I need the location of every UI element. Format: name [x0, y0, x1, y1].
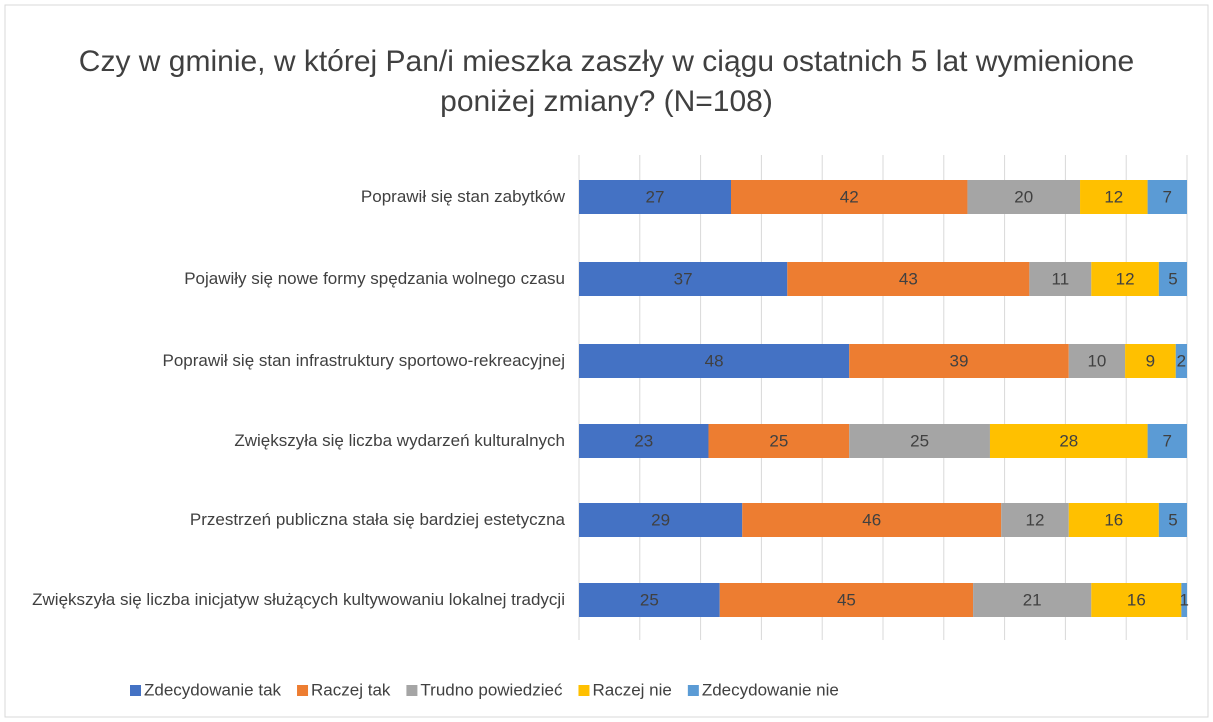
- category-label: Zwiększyła się liczba inicjatyw służącyc…: [0, 570, 565, 630]
- data-label: 39: [950, 351, 969, 370]
- data-label: 45: [837, 590, 856, 609]
- bar-segment: [1158, 262, 1187, 296]
- legend-swatch: [130, 685, 141, 696]
- data-label: 7: [1163, 431, 1172, 450]
- legend-label: Trudno powiedzieć: [420, 680, 563, 699]
- bar-segment: [1091, 262, 1159, 296]
- data-label: 48: [705, 351, 724, 370]
- data-label: 1: [1179, 590, 1188, 609]
- bar-segment: [1125, 344, 1176, 378]
- bar-segment: [1068, 344, 1126, 378]
- bar-segment: [1091, 583, 1182, 617]
- data-label: 12: [1104, 187, 1123, 206]
- data-label: 10: [1087, 351, 1106, 370]
- data-label: 29: [651, 510, 670, 529]
- bar-segment: [579, 583, 720, 617]
- bar-segment: [742, 503, 1002, 537]
- chart-title: Czy w gminie, w której Pan/i mieszka zas…: [78, 45, 1135, 118]
- bar-segment: [579, 180, 731, 214]
- category-text: Pojawiły się nowe formy spędzania wolneg…: [184, 269, 565, 288]
- bar-segment: [1147, 424, 1187, 458]
- category-text: Zwiększyła się liczba wydarzeń kulturaln…: [234, 431, 565, 450]
- bar-segment: [1068, 503, 1159, 537]
- data-label: 25: [910, 431, 929, 450]
- bar-segment: [579, 344, 850, 378]
- bar-segment: [1181, 583, 1187, 617]
- bar-segment: [708, 424, 850, 458]
- data-label: 21: [1023, 590, 1042, 609]
- data-label: 11: [1052, 269, 1070, 288]
- category-label: Pojawiły się nowe formy spędzania wolneg…: [0, 249, 565, 309]
- data-label: 23: [634, 431, 653, 450]
- bar-segment: [849, 424, 990, 458]
- legend-label: Raczej nie: [592, 680, 671, 699]
- bar-segment: [1175, 344, 1187, 378]
- data-label: 25: [769, 431, 788, 450]
- data-label: 20: [1014, 187, 1033, 206]
- data-label: 25: [640, 590, 659, 609]
- legend-label: Zdecydowanie tak: [144, 680, 282, 699]
- data-label: 16: [1104, 510, 1123, 529]
- category-label: Przestrzeń publiczna stała się bardziej …: [0, 490, 565, 550]
- bar-segment: [989, 424, 1148, 458]
- bar-segment: [967, 180, 1081, 214]
- bar-segment: [1001, 503, 1069, 537]
- bar-segment: [1158, 503, 1187, 537]
- bar-segment: [731, 180, 968, 214]
- data-label: 46: [862, 510, 881, 529]
- data-label: 12: [1116, 269, 1135, 288]
- bar-segment: [1029, 262, 1092, 296]
- data-label: 27: [646, 187, 665, 206]
- category-text: Zwiększyła się liczba inicjatyw służącyc…: [32, 590, 565, 609]
- data-label: 9: [1146, 351, 1155, 370]
- bar-segment: [579, 262, 788, 296]
- bar-segment: [579, 503, 743, 537]
- data-label: 2: [1177, 351, 1186, 370]
- bar-segment: [1080, 180, 1148, 214]
- category-label: Poprawił się stan zabytków: [0, 167, 565, 227]
- category-text: Poprawił się stan infrastruktury sportow…: [162, 351, 566, 370]
- category-label: Poprawił się stan infrastruktury sportow…: [0, 331, 566, 391]
- data-label: 16: [1127, 590, 1146, 609]
- legend: Zdecydowanie tak Raczej tak Trudno powiedz…: [130, 680, 839, 699]
- data-label: 42: [840, 187, 859, 206]
- bar-segment: [973, 583, 1092, 617]
- data-label: 5: [1168, 269, 1177, 288]
- bar-segment: [1147, 180, 1187, 214]
- data-label: 28: [1059, 431, 1078, 450]
- legend-swatch: [687, 685, 699, 696]
- legend-swatch: [578, 685, 590, 696]
- data-label: 12: [1026, 510, 1045, 529]
- category-text: Poprawił się stan zabytków: [360, 187, 565, 206]
- data-label: 7: [1163, 187, 1172, 206]
- data-label: 37: [674, 269, 693, 288]
- bar-segment: [849, 344, 1069, 378]
- bar-segment: [787, 262, 1030, 296]
- legend-swatch: [297, 685, 309, 696]
- data-label: 5: [1168, 510, 1177, 529]
- category-label: Zwiększyła się liczba wydarzeń kulturaln…: [0, 411, 565, 471]
- legend-label: Zdecydowanie nie: [702, 680, 839, 699]
- bar-segment: [579, 424, 709, 458]
- bar-segment: [719, 583, 974, 617]
- legend-label: Raczej tak: [311, 680, 391, 699]
- legend-swatch: [406, 685, 418, 696]
- data-label: 43: [899, 269, 918, 288]
- category-text: Przestrzeń publiczna stała się bardziej …: [189, 510, 565, 529]
